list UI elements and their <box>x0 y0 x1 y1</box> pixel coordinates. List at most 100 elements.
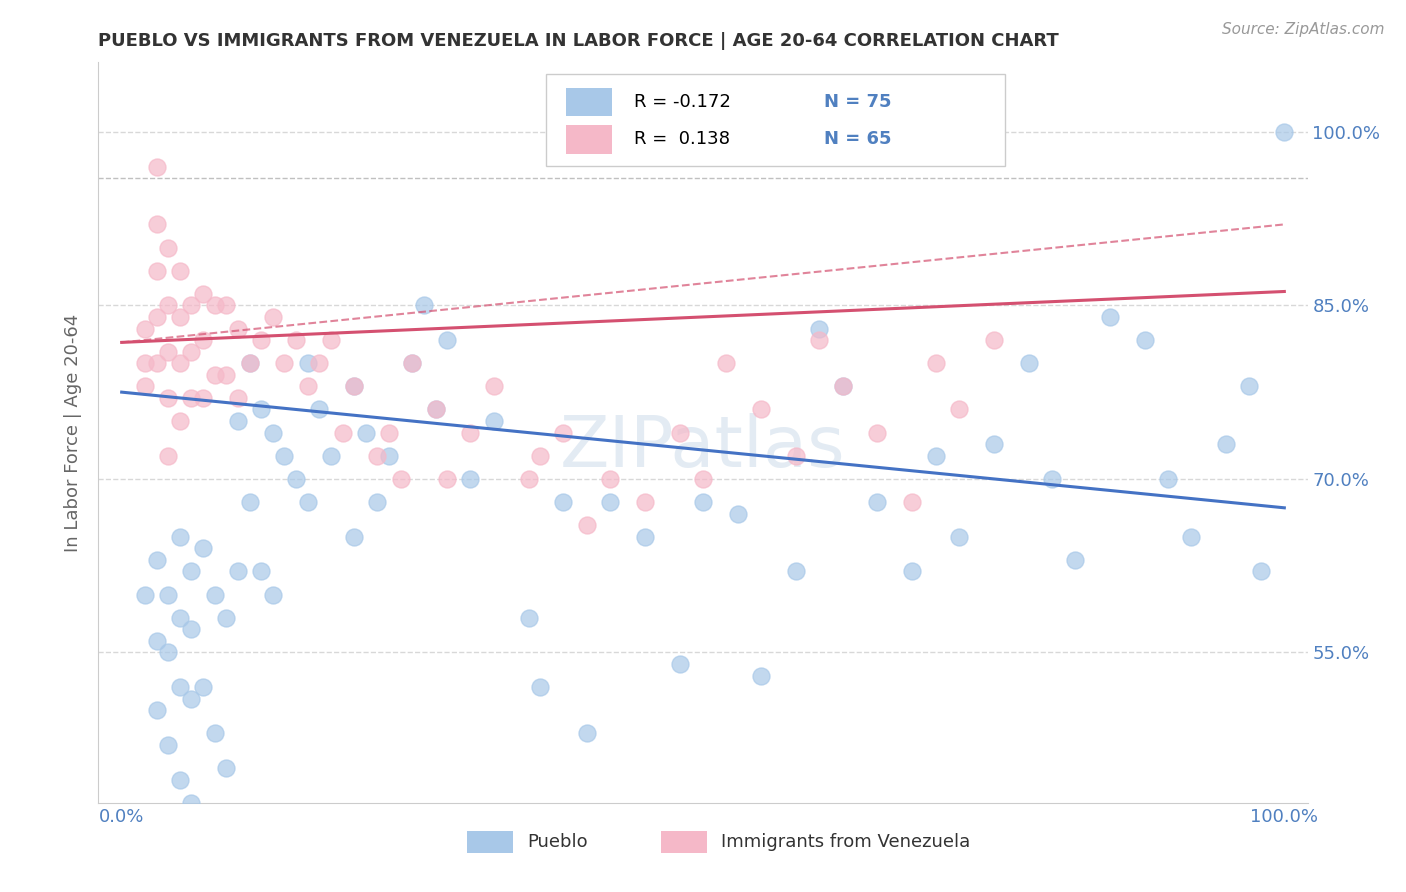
Point <box>749 402 772 417</box>
Point <box>460 472 482 486</box>
Point <box>297 379 319 393</box>
Point <box>191 680 214 694</box>
Point <box>401 356 423 370</box>
Point <box>169 263 191 277</box>
Point <box>727 507 749 521</box>
Point <box>831 379 853 393</box>
Point <box>297 356 319 370</box>
Point <box>191 391 214 405</box>
Point <box>180 691 202 706</box>
Text: R = -0.172: R = -0.172 <box>634 93 731 111</box>
Point <box>157 391 180 405</box>
Point <box>250 333 273 347</box>
Point <box>948 530 970 544</box>
Point <box>134 356 156 370</box>
Point <box>145 553 167 567</box>
Point <box>425 402 447 417</box>
Point <box>1018 356 1040 370</box>
Point <box>1215 437 1237 451</box>
Point <box>169 310 191 324</box>
Point <box>1133 333 1156 347</box>
Point <box>134 588 156 602</box>
Point <box>983 437 1005 451</box>
Point <box>239 495 262 509</box>
Point <box>553 495 575 509</box>
Point <box>169 530 191 544</box>
Point <box>413 298 436 312</box>
Point <box>332 425 354 440</box>
Point <box>250 565 273 579</box>
Point <box>436 472 458 486</box>
Point <box>134 379 156 393</box>
Point <box>401 356 423 370</box>
Point <box>343 379 366 393</box>
Point <box>169 356 191 370</box>
Point <box>575 518 598 533</box>
Point <box>145 263 167 277</box>
Point <box>343 379 366 393</box>
Point <box>343 530 366 544</box>
Point <box>204 588 226 602</box>
Point <box>460 425 482 440</box>
Point <box>1098 310 1121 324</box>
FancyBboxPatch shape <box>661 831 707 853</box>
Point <box>204 726 226 740</box>
Point <box>169 680 191 694</box>
FancyBboxPatch shape <box>546 73 1005 166</box>
Point <box>924 356 946 370</box>
Point <box>180 391 202 405</box>
Point <box>262 425 284 440</box>
Point <box>749 668 772 682</box>
Text: Pueblo: Pueblo <box>527 833 588 851</box>
Point <box>716 356 738 370</box>
Point <box>297 495 319 509</box>
Point <box>250 402 273 417</box>
Text: R =  0.138: R = 0.138 <box>634 130 730 148</box>
Point <box>134 321 156 335</box>
Point <box>1239 379 1261 393</box>
Point <box>215 368 238 382</box>
Point <box>354 425 377 440</box>
Point <box>1272 125 1295 139</box>
Point <box>1180 530 1202 544</box>
Point <box>366 449 388 463</box>
Point <box>692 472 714 486</box>
Point <box>668 657 690 671</box>
Point <box>262 588 284 602</box>
Point <box>169 611 191 625</box>
Point <box>529 680 551 694</box>
Point <box>378 425 401 440</box>
Point <box>215 761 238 775</box>
Point <box>180 622 202 636</box>
Point <box>831 379 853 393</box>
Point <box>482 414 505 428</box>
Point <box>285 333 308 347</box>
Point <box>262 310 284 324</box>
Point <box>157 588 180 602</box>
Text: N = 75: N = 75 <box>824 93 891 111</box>
Text: Source: ZipAtlas.com: Source: ZipAtlas.com <box>1222 22 1385 37</box>
Point <box>191 541 214 556</box>
Point <box>180 796 202 810</box>
Point <box>180 344 202 359</box>
Point <box>1250 565 1272 579</box>
Point <box>924 449 946 463</box>
Point <box>157 344 180 359</box>
Point <box>378 449 401 463</box>
FancyBboxPatch shape <box>467 831 513 853</box>
Point <box>529 449 551 463</box>
Point <box>145 633 167 648</box>
Point <box>145 160 167 174</box>
Point <box>226 565 249 579</box>
Point <box>169 414 191 428</box>
Point <box>239 356 262 370</box>
Point <box>366 495 388 509</box>
Point <box>425 402 447 417</box>
Point <box>436 333 458 347</box>
Point <box>226 321 249 335</box>
Point <box>191 286 214 301</box>
Text: Immigrants from Venezuela: Immigrants from Venezuela <box>721 833 970 851</box>
Point <box>308 402 330 417</box>
Point <box>215 611 238 625</box>
Point <box>145 356 167 370</box>
